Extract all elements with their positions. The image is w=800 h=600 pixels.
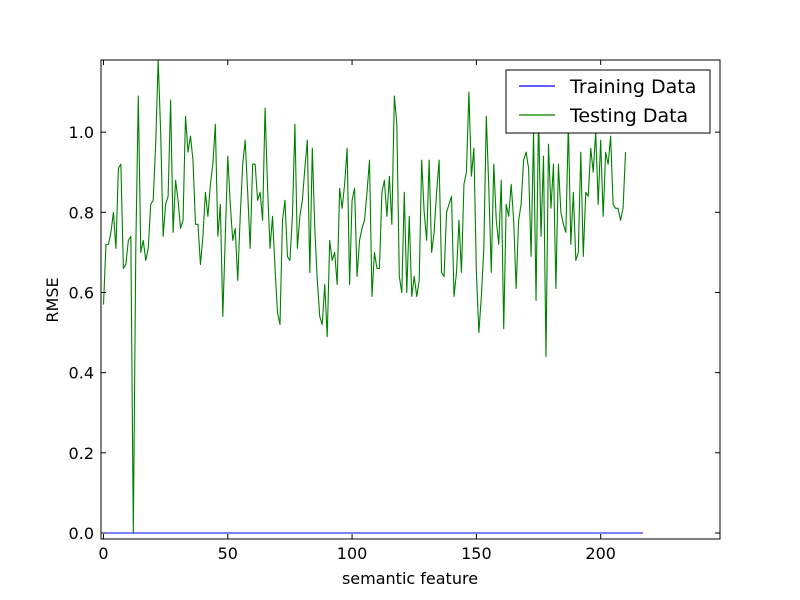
- y-tick-label: 0.8: [69, 203, 94, 222]
- x-tick-label: 0: [98, 544, 108, 563]
- legend-label-testing-data: Testing Data: [569, 105, 688, 127]
- legend-label-training-data: Training Data: [569, 76, 696, 98]
- y-tick-label: 0.6: [69, 283, 94, 302]
- x-tick-label: 50: [218, 544, 238, 563]
- y-tick-label: 1.0: [69, 123, 94, 142]
- legend-box: [505, 69, 711, 134]
- x-tick-label: 200: [585, 544, 616, 563]
- y-tick-label: 0.0: [69, 524, 94, 543]
- y-tick-label: 0.4: [69, 364, 94, 383]
- x-axis-label: semantic feature: [342, 569, 478, 588]
- x-tick-label: 100: [337, 544, 368, 563]
- ticks-layer: 0 50 100 150 200 0.0 0.2 0.4 0.6 0.8 1.0: [69, 60, 720, 563]
- y-tick-label: 0.2: [69, 444, 94, 463]
- y-axis-label: RMSE: [43, 277, 62, 322]
- plot-frame: [100, 59, 721, 540]
- x-tick-label: 150: [461, 544, 492, 563]
- plot-area: [101, 60, 720, 539]
- legend: Training Data Testing Data: [505, 69, 711, 134]
